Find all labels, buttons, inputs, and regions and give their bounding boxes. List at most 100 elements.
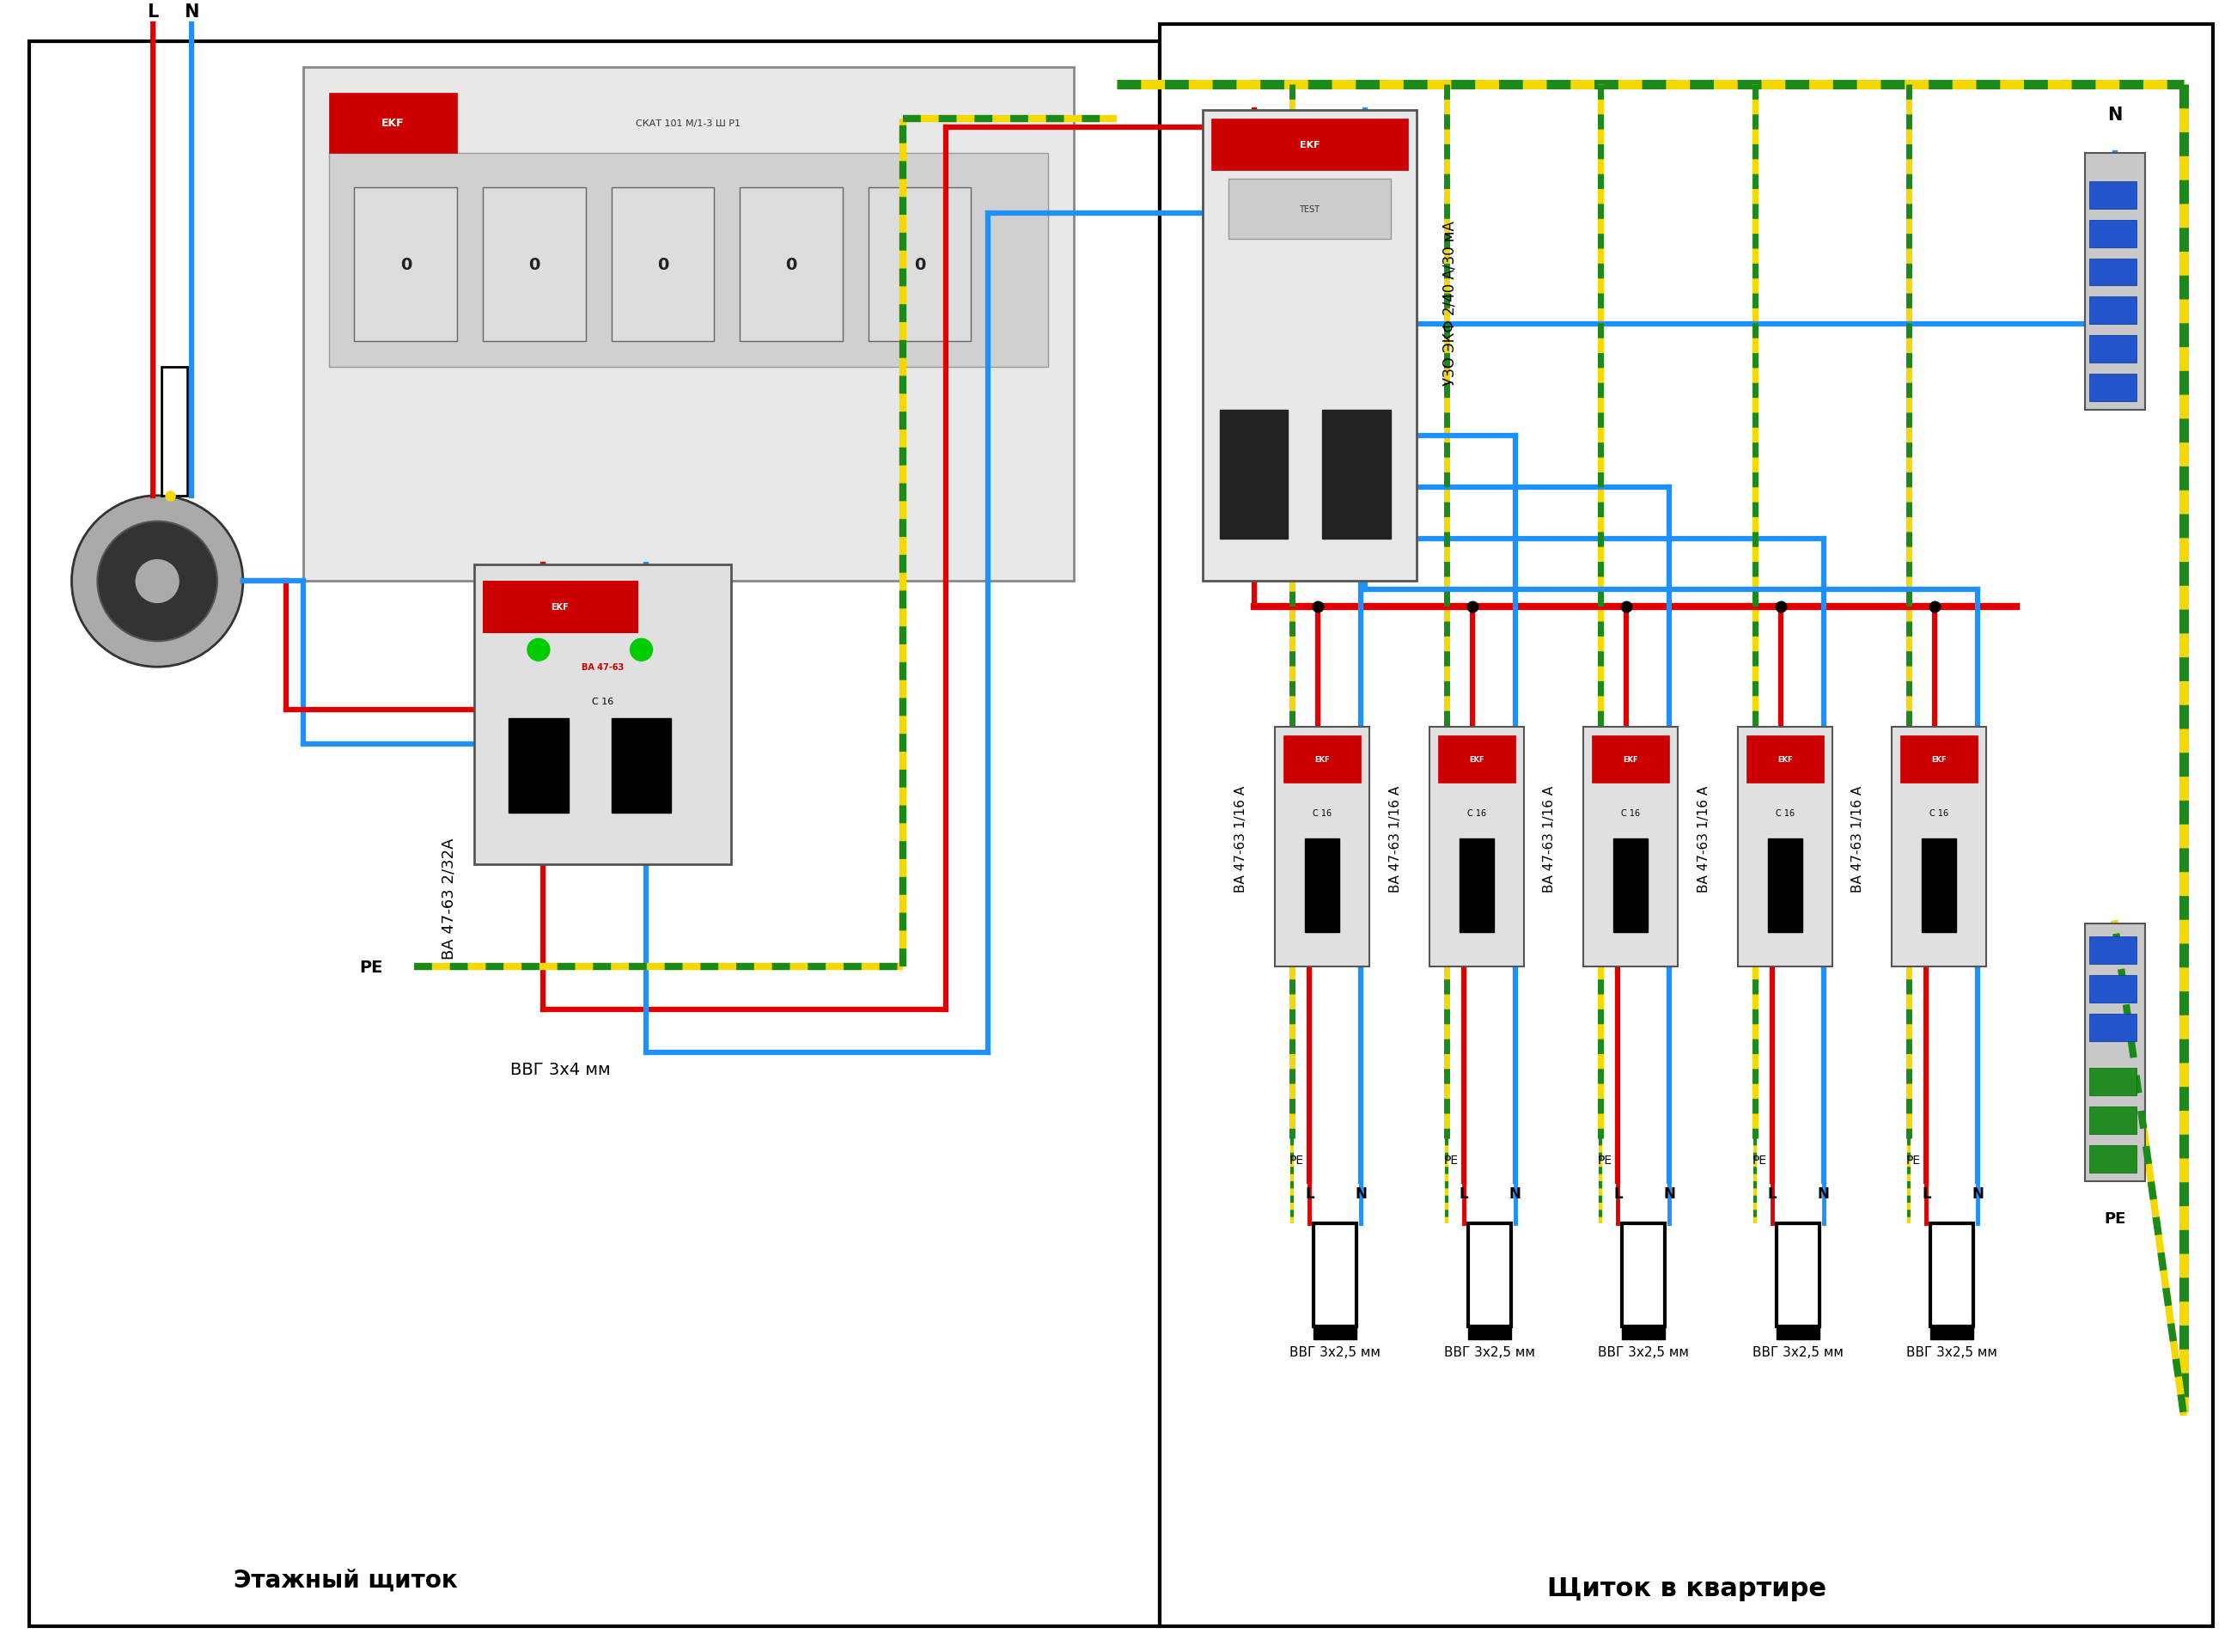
Text: 0: 0 [400, 256, 412, 273]
Text: N: N [1819, 1186, 1830, 1201]
Bar [1313, 1327, 1356, 1340]
Text: PE: PE [1597, 1153, 1613, 1166]
Bar [474, 565, 731, 864]
Bar [2085, 154, 2145, 410]
Bar [508, 719, 568, 813]
Text: ВВГ 3х2,5 мм: ВВГ 3х2,5 мм [1291, 1346, 1380, 1358]
Bar [1893, 727, 1986, 966]
Bar [483, 582, 638, 633]
Text: 0: 0 [528, 256, 539, 273]
Bar [1738, 727, 1832, 966]
Bar [483, 188, 586, 342]
Bar [1584, 727, 1678, 966]
Text: 0: 0 [915, 256, 926, 273]
Bar [1219, 410, 1289, 539]
Text: ВА 47-63 1/16 А: ВА 47-63 1/16 А [1389, 785, 1403, 892]
Text: L: L [1767, 1186, 1776, 1201]
Bar [1204, 111, 1416, 582]
Text: L: L [1459, 1186, 1467, 1201]
Bar [2089, 259, 2136, 286]
Bar [868, 188, 971, 342]
Bar [2089, 1014, 2136, 1041]
Bar [1922, 839, 1957, 933]
Text: ВВГ 3х2,5 мм: ВВГ 3х2,5 мм [1752, 1346, 1843, 1358]
Bar [1776, 1327, 1819, 1340]
Bar [2089, 1145, 2136, 1173]
Text: ВА 47-63 1/16 А: ВА 47-63 1/16 А [1852, 785, 1863, 892]
Bar [2089, 1107, 2136, 1133]
Circle shape [98, 522, 217, 641]
Bar [611, 188, 714, 342]
Text: 0: 0 [785, 256, 796, 273]
Bar [1459, 839, 1494, 933]
Bar [1284, 735, 1360, 783]
Bar [353, 188, 456, 342]
Text: EKF: EKF [550, 603, 568, 611]
Bar [1622, 1327, 1664, 1340]
Bar [1747, 735, 1823, 783]
Text: L: L [148, 3, 159, 21]
Bar [329, 154, 1049, 368]
Text: C 16: C 16 [1622, 808, 1640, 818]
Bar [1313, 1224, 1356, 1327]
Text: EKF: EKF [383, 117, 405, 129]
Bar [1429, 727, 1523, 966]
Bar [740, 188, 843, 342]
Bar [2085, 923, 2145, 1181]
Bar [611, 719, 671, 813]
Bar [1622, 1224, 1664, 1327]
Text: C 16: C 16 [1776, 808, 1794, 818]
Bar [2089, 335, 2136, 363]
Circle shape [72, 496, 244, 667]
Text: ВВГ 3х4 мм: ВВГ 3х4 мм [510, 1062, 611, 1077]
Text: N: N [1356, 1186, 1367, 1201]
Bar [1159, 25, 2212, 1626]
Text: N: N [183, 3, 199, 21]
Bar [1613, 839, 1649, 933]
Bar [1467, 1327, 1510, 1340]
Bar [161, 368, 188, 496]
Text: ВА 47-63: ВА 47-63 [582, 662, 624, 672]
Text: ВВГ 3х2,5 мм: ВВГ 3х2,5 мм [1906, 1346, 1998, 1358]
Bar [2089, 1069, 2136, 1095]
Text: PE: PE [1906, 1153, 1922, 1166]
Bar [329, 94, 456, 154]
Bar [1901, 735, 1978, 783]
Text: PE: PE [1289, 1153, 1304, 1166]
Text: EKF: EKF [1315, 757, 1331, 763]
Text: PE: PE [1752, 1153, 1767, 1166]
Bar [2089, 220, 2136, 248]
Text: ВА 47-63 2/32А: ВА 47-63 2/32А [441, 838, 456, 960]
Text: EKF: EKF [1300, 140, 1320, 149]
Text: L: L [1304, 1186, 1313, 1201]
Bar [1304, 839, 1340, 933]
Text: EKF: EKF [1624, 757, 1637, 763]
Bar [483, 582, 638, 633]
Text: N: N [1971, 1186, 1984, 1201]
Text: ВА 47-63 1/16 А: ВА 47-63 1/16 А [1544, 785, 1557, 892]
Bar [1275, 727, 1369, 966]
Text: EKF: EKF [1778, 757, 1792, 763]
Bar [2089, 375, 2136, 401]
Bar [2089, 976, 2136, 1003]
Text: N: N [2107, 106, 2123, 124]
Bar [1767, 839, 1803, 933]
Text: УЗО ЭКФ 2/40 А/30 мА: УЗО ЭКФ 2/40 А/30 мА [1443, 221, 1459, 387]
Text: C 16: C 16 [1467, 808, 1485, 818]
Bar [2089, 297, 2136, 325]
Bar [1931, 1327, 1973, 1340]
Bar [2089, 937, 2136, 965]
Bar [1467, 1224, 1510, 1327]
Bar [1776, 1224, 1819, 1327]
Bar [1438, 735, 1514, 783]
Bar [1210, 119, 1407, 170]
Text: Щиток в квартире: Щиток в квартире [1546, 1576, 1825, 1601]
Text: Этажный щиток: Этажный щиток [235, 1568, 459, 1591]
Text: TEST: TEST [1300, 205, 1320, 213]
Bar [1228, 180, 1391, 240]
Bar [302, 68, 1074, 582]
Text: 0: 0 [658, 256, 669, 273]
Text: L: L [1613, 1186, 1622, 1201]
Text: СКАТ 101 М/1-3 Ш Р1: СКАТ 101 М/1-3 Ш Р1 [635, 119, 740, 127]
Text: L: L [1922, 1186, 1931, 1201]
